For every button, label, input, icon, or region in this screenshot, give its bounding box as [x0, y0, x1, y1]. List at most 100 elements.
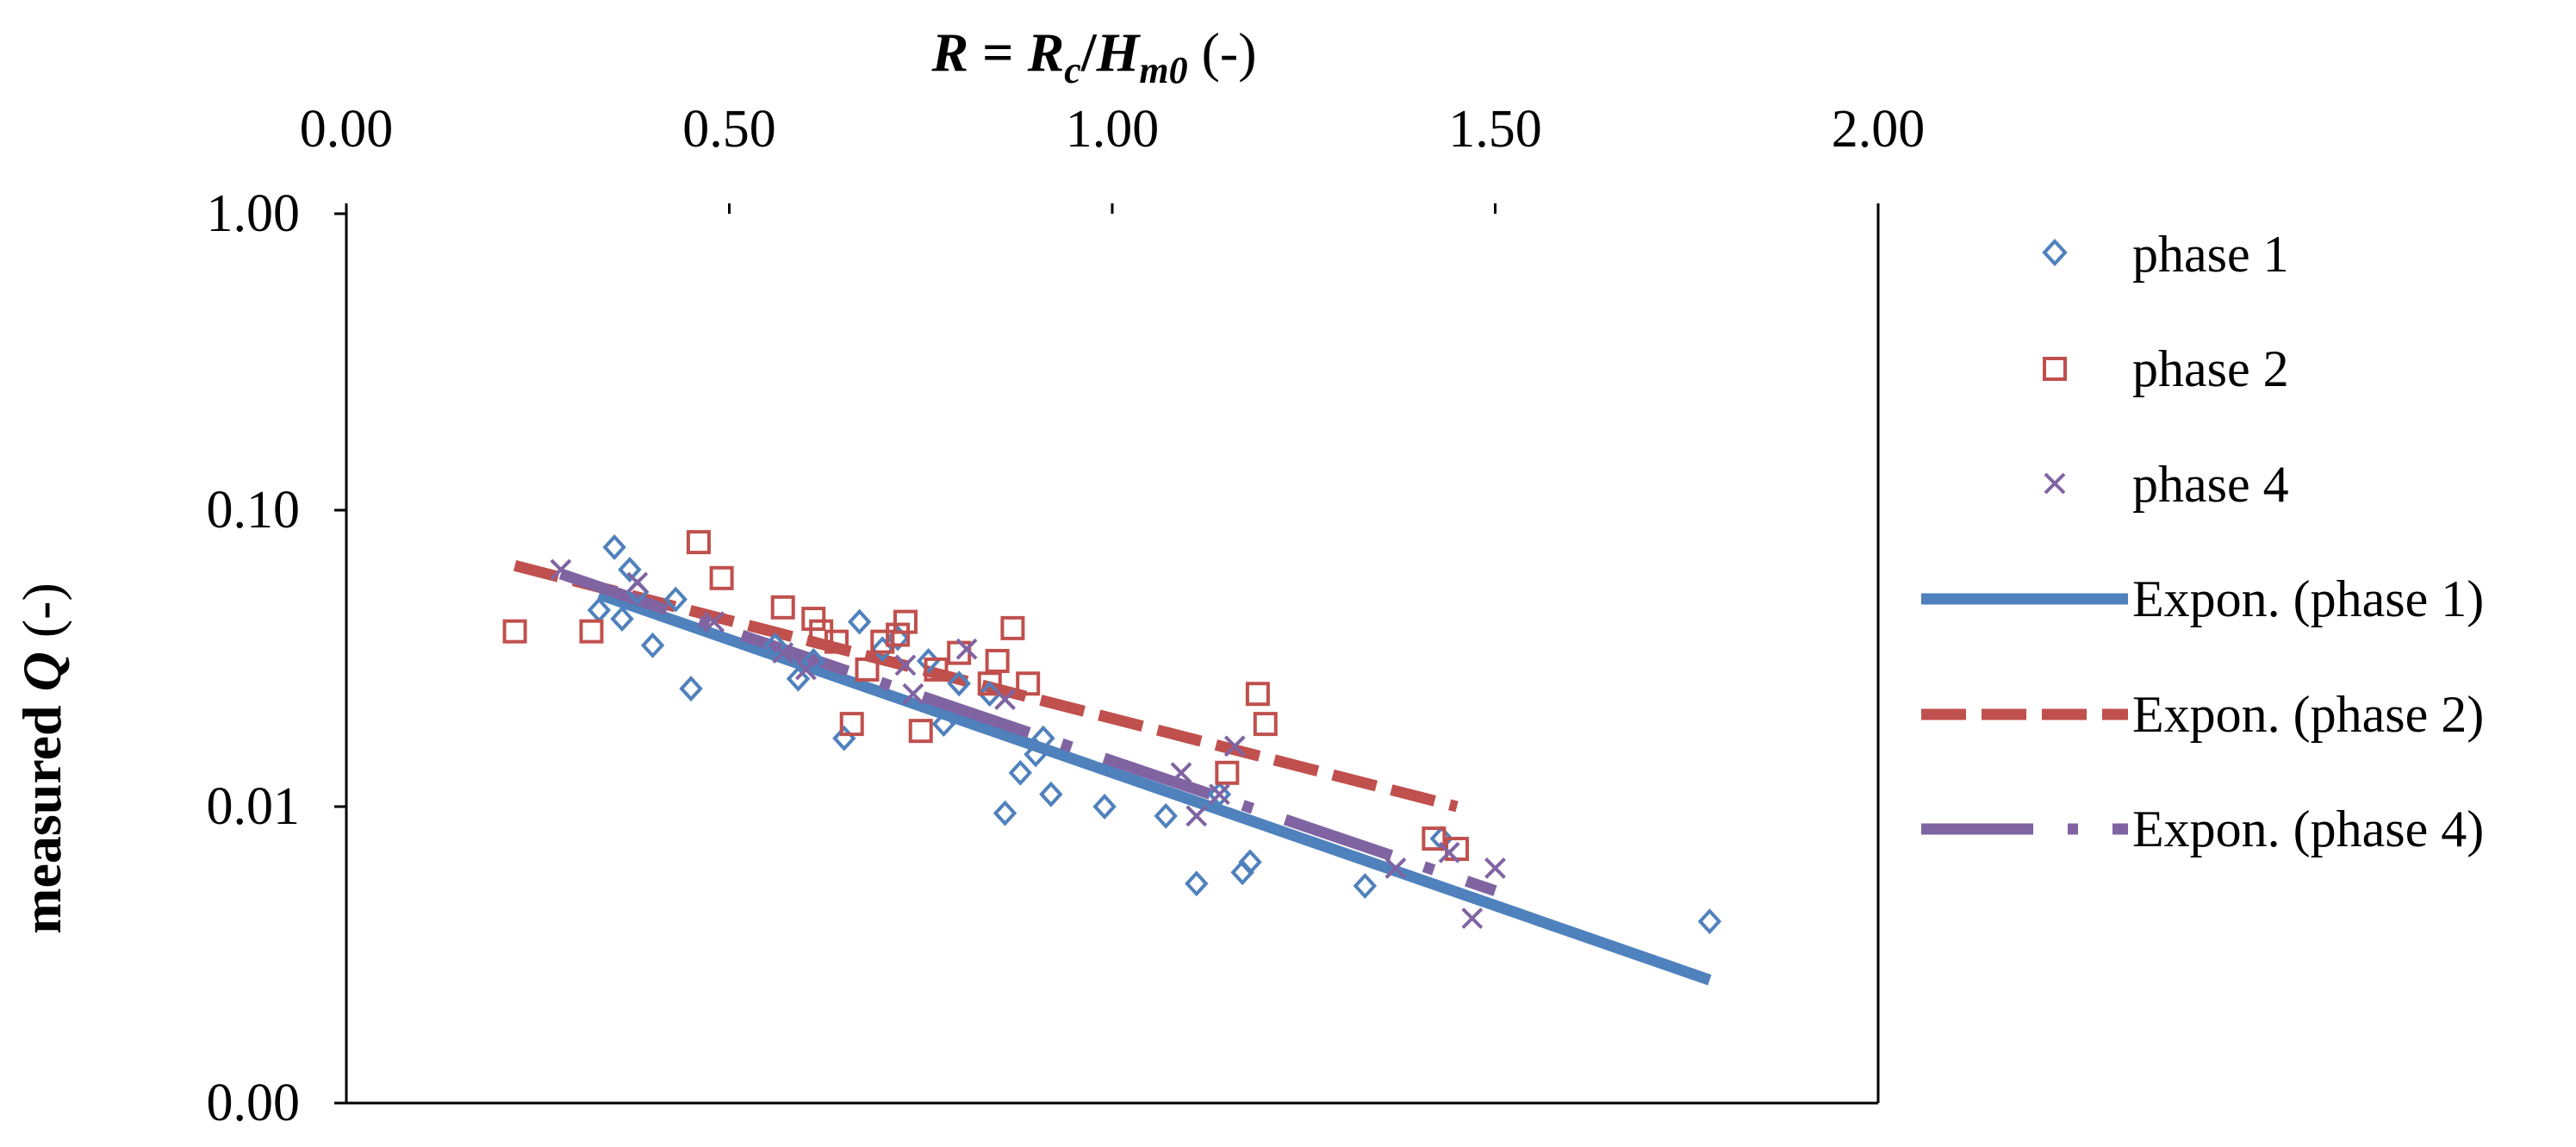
data-point-phase4 — [994, 689, 1016, 710]
data-point-phase2 — [947, 640, 972, 665]
trendline-dash-dot — [558, 568, 1497, 896]
data-point-phase2 — [686, 530, 711, 555]
legend-marker-square — [2043, 357, 2067, 381]
data-point-phase1 — [610, 606, 634, 633]
data-point-phase2 — [839, 712, 864, 737]
legend-label-trend2: Expon. (phase 2) — [2132, 686, 2484, 743]
data-point-phase4 — [1223, 735, 1246, 757]
data-point-phase1 — [663, 586, 688, 613]
data-point-phase2 — [924, 657, 949, 682]
data-point-phase2 — [855, 657, 880, 682]
legend-marker-x — [2044, 472, 2066, 495]
data-point-phase1 — [640, 632, 665, 658]
data-point-phase2 — [1016, 671, 1041, 696]
data-point-phase1 — [763, 632, 787, 658]
legend-label-trend3: Expon. (phase 4) — [2132, 801, 2484, 857]
data-point-phase4 — [1185, 805, 1208, 827]
x-tick-label: 1.50 — [1448, 100, 1542, 159]
x-tick-label: 0.50 — [682, 100, 776, 159]
trendlines — [513, 560, 1712, 986]
legend-label-phase2: phase 2 — [2132, 340, 2289, 397]
data-point-phase2 — [579, 619, 604, 644]
data-point-phase4 — [626, 571, 649, 594]
data-point-phase4 — [703, 611, 725, 633]
data-point-phase4 — [1438, 841, 1460, 863]
data-points — [502, 530, 1722, 935]
data-point-phase2 — [1422, 826, 1447, 851]
data-point-phase1 — [786, 665, 811, 692]
legend-label-trend1: Expon. (phase 1) — [2132, 570, 2484, 627]
x-axis-ticks: 0.00 0.50 1.00 1.50 2.00 — [300, 100, 1926, 214]
legend-item-phase2: phase 2 — [2043, 340, 2289, 397]
data-point-phase4 — [902, 683, 924, 705]
data-point-phase1 — [1024, 741, 1048, 768]
data-point-phase2 — [870, 629, 895, 654]
data-point-phase1 — [992, 800, 1017, 826]
data-point-phase2 — [770, 595, 795, 620]
plot-area — [345, 214, 1880, 1105]
legend-item-trend2: Expon. (phase 2) — [1921, 686, 2484, 743]
data-point-phase1 — [1008, 759, 1033, 786]
trendline-solid — [597, 589, 1712, 986]
data-point-phase1 — [1031, 725, 1055, 751]
data-point-phase4 — [1209, 783, 1230, 806]
data-point-phase2 — [908, 719, 933, 744]
legend: phase 1 phase 2 phase 4 Expon. (phase 1)… — [1921, 226, 2484, 857]
data-point-phase1 — [1697, 908, 1722, 935]
data-point-phase1 — [1238, 849, 1262, 876]
data-point-phase4 — [794, 658, 817, 681]
data-point-phase1 — [1154, 802, 1178, 829]
x-axis-title: R = Rc/Hm0 (-) — [930, 22, 1256, 91]
legend-marker-diamond — [2042, 239, 2068, 266]
data-point-phase4 — [1384, 857, 1407, 879]
data-point-phase2 — [1215, 760, 1240, 785]
data-point-phase2 — [886, 622, 911, 647]
data-point-phase2 — [1253, 712, 1278, 737]
data-point-phase1 — [679, 676, 703, 702]
legend-label-phase1: phase 1 — [2132, 226, 2289, 283]
data-point-phase4 — [894, 654, 917, 676]
data-point-phase4 — [1170, 762, 1192, 784]
data-point-phase1 — [1207, 781, 1232, 807]
x-tick-label: 1.00 — [1066, 100, 1160, 159]
data-point-phase1 — [618, 557, 642, 583]
y-tick-label: 0.00 — [207, 1074, 301, 1132]
data-point-phase1 — [947, 670, 971, 697]
data-point-phase1 — [1185, 870, 1209, 897]
y-axis-ticks: 0.00 0.01 0.10 1.00 — [207, 184, 346, 1132]
legend-item-phase4: phase 4 — [2044, 456, 2289, 513]
x-tick-label: 0.00 — [300, 100, 394, 159]
data-point-phase1 — [1353, 873, 1378, 900]
data-point-phase1 — [1092, 794, 1117, 820]
data-point-phase4 — [1484, 857, 1506, 879]
x-tick-label: 2.00 — [1832, 100, 1926, 159]
data-point-phase2 — [893, 609, 918, 634]
legend-label-phase4: phase 4 — [2132, 456, 2289, 513]
data-point-phase2 — [1245, 682, 1270, 707]
data-point-phase2 — [801, 607, 826, 632]
data-point-phase1 — [801, 648, 826, 674]
data-point-phase2 — [985, 648, 1010, 673]
data-point-phase2 — [709, 565, 734, 590]
y-axis-title: measured Q (-) — [11, 583, 72, 934]
data-point-phase1 — [602, 534, 626, 560]
legend-item-trend1: Expon. (phase 1) — [1921, 570, 2484, 627]
data-point-phase1 — [832, 725, 856, 751]
data-point-phase4 — [772, 642, 794, 664]
data-point-phase4 — [550, 558, 572, 581]
data-point-phase1 — [1039, 781, 1063, 807]
data-point-phase1 — [587, 597, 612, 623]
data-point-phase4 — [955, 638, 978, 660]
legend-item-phase1: phase 1 — [2042, 226, 2289, 283]
y-tick-label: 1.00 — [207, 184, 301, 243]
data-point-phase2 — [1000, 615, 1025, 640]
data-point-phase2 — [977, 671, 1002, 696]
data-point-phase1 — [931, 711, 956, 738]
data-point-phase1 — [847, 608, 872, 635]
y-tick-label: 0.10 — [207, 481, 301, 539]
legend-item-trend3: Expon. (phase 4) — [1921, 801, 2484, 857]
y-tick-label: 0.01 — [207, 777, 301, 836]
data-point-phase4 — [1461, 907, 1484, 930]
data-point-phase2 — [502, 619, 527, 644]
